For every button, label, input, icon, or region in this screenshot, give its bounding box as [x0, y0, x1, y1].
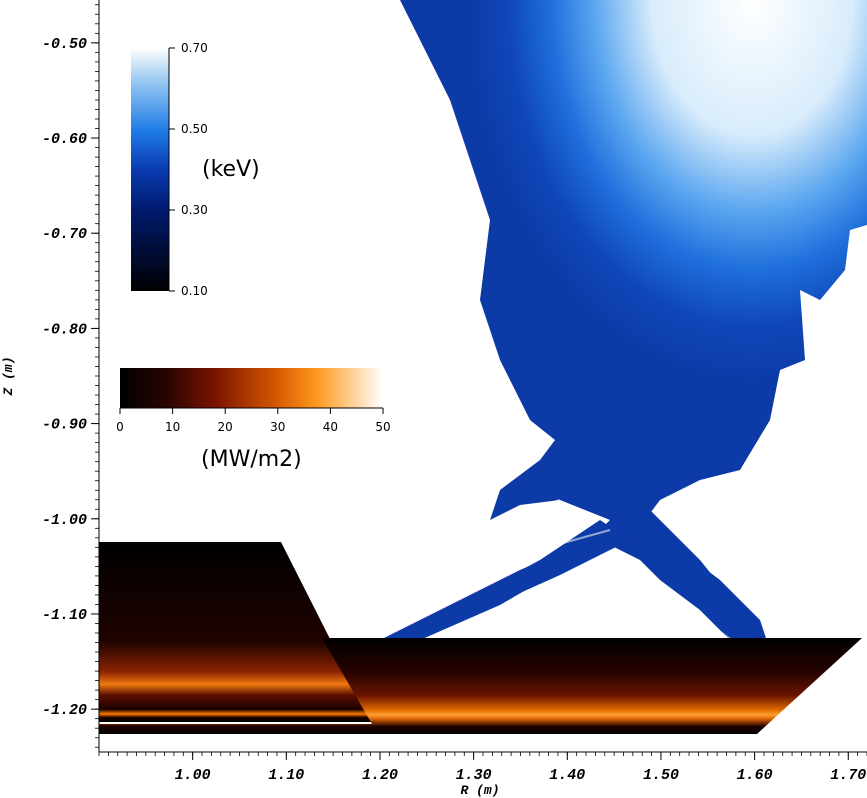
energy-colorbar-tick-label: 0.70: [181, 41, 208, 55]
heat-flux-colorbar-title: (MW/m2): [201, 447, 302, 472]
x-tick-label: 1.30: [456, 767, 492, 784]
y-tick-label: -0.70: [42, 226, 87, 243]
heat-flux-colorbar-tick-label: 20: [218, 420, 233, 434]
energy-colorbar-ramp: [131, 48, 169, 291]
y-tick-label: -0.50: [42, 36, 87, 53]
particle-leg-left: [345, 520, 630, 698]
x-tick-label: 1.50: [643, 767, 679, 784]
x-tick-label: 1.20: [362, 767, 398, 784]
energy-colorbar-tick-label: 0.50: [181, 122, 208, 136]
heat-flux-colorbar-ramp: [120, 368, 383, 408]
right-divertor-plate: [99, 638, 862, 734]
x-tick-label: 1.60: [737, 767, 773, 784]
y-axis-title: Z (m): [1, 356, 16, 396]
heat-flux-colorbar-tick-label: 40: [323, 420, 338, 434]
y-tick-label: -0.60: [42, 131, 87, 148]
y-tick-label: -1.10: [42, 607, 87, 624]
energy-colorbar: 0.70 0.50 0.30 0.10 (keV): [131, 41, 260, 298]
y-tick-label: -1.20: [42, 702, 87, 719]
energy-colorbar-tick-label: 0.10: [181, 284, 208, 298]
particle-striation: [494, 499, 761, 661]
particle-distribution: [345, 0, 867, 700]
y-tick-label: -0.90: [42, 417, 87, 434]
energy-colorbar-tick-label: 0.30: [181, 203, 208, 217]
heat-flux-colorbar-tick-label: 10: [165, 420, 180, 434]
y-ticks: -0.50 -0.60 -0.70 -0.80 -0.90 -1.00 -1.10 -1.20: [42, 36, 99, 719]
y-tick-label: -0.80: [42, 321, 87, 338]
x-tick-label: 1.10: [268, 767, 304, 784]
heat-flux-colorbar: 0 10 20 30 40 50 (MW/m2): [116, 368, 391, 472]
x-tick-label: 1.00: [175, 767, 211, 784]
heat-flux-colorbar-tick-label: 0: [116, 420, 124, 434]
x-axis-title: R (m): [460, 783, 499, 798]
heat-flux-colorbar-tick-label: 50: [375, 420, 390, 434]
x-tick-label: 1.70: [830, 767, 866, 784]
plot-area: [99, 0, 867, 734]
particle-fan: [345, 0, 867, 700]
y-tick-label: -1.00: [42, 512, 87, 529]
energy-colorbar-title: (keV): [202, 157, 260, 182]
x-tick-label: 1.40: [549, 767, 585, 784]
x-ticks: 1.00 1.10 1.20 1.30 1.40 1.50 1.60 1.70: [175, 752, 866, 784]
heat-flux-colorbar-tick-label: 30: [270, 420, 285, 434]
left-divertor-plate: [99, 542, 372, 722]
